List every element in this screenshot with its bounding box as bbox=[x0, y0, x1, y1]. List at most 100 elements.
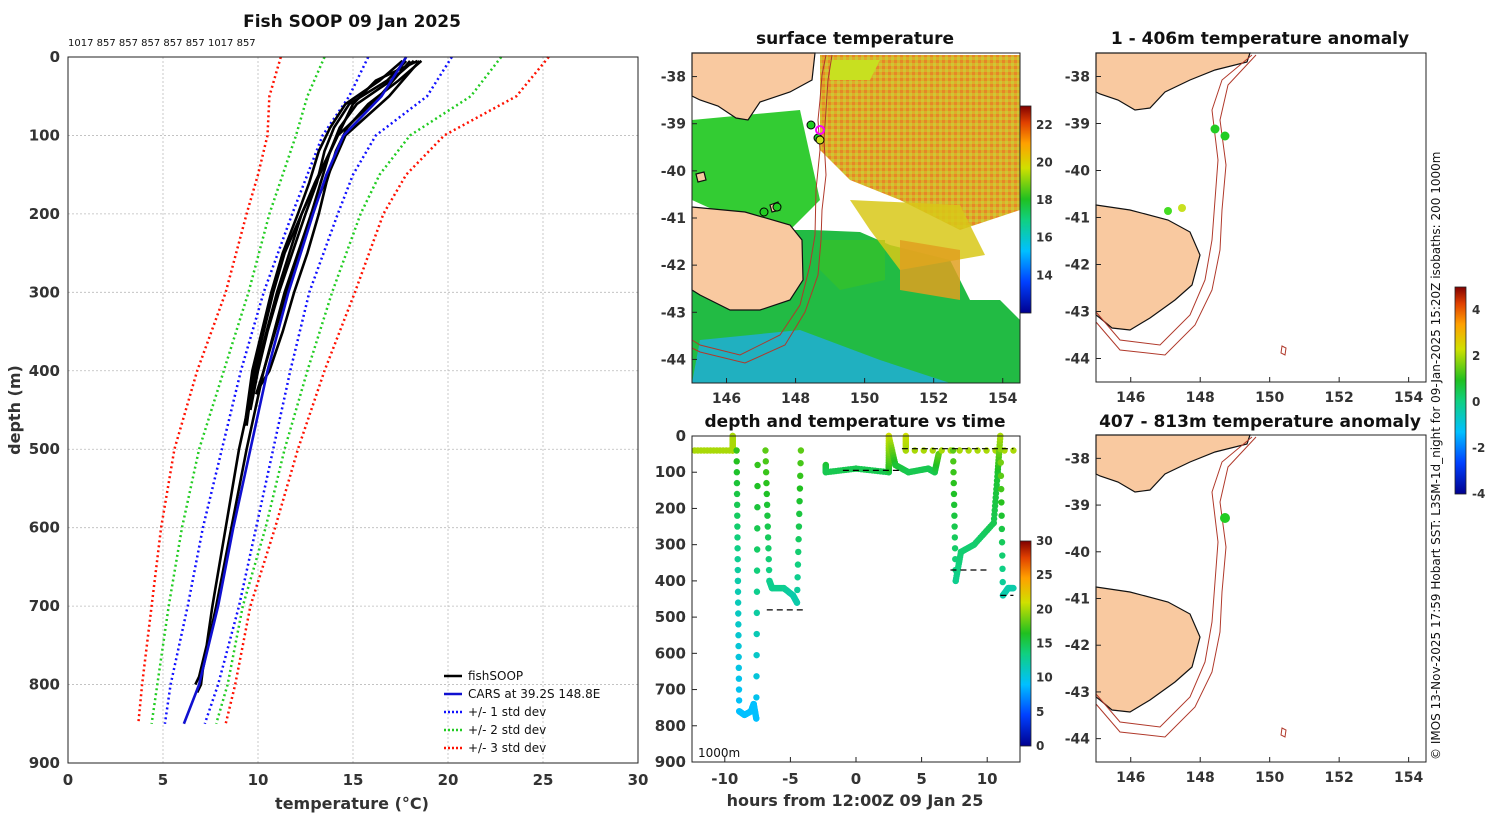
map-ytick: -39 bbox=[1065, 117, 1090, 133]
time-point bbox=[735, 697, 743, 704]
time-point bbox=[794, 561, 802, 568]
map-ytick: -44 bbox=[661, 352, 687, 368]
profile-frame bbox=[67, 56, 639, 764]
std-dev-1-upper-line bbox=[203, 56, 453, 725]
map-ytick: -42 bbox=[661, 258, 686, 274]
map-ytick: -41 bbox=[661, 211, 686, 227]
anomaly-deep-title: 407 - 813m temperature anomaly bbox=[1099, 412, 1421, 432]
time-point bbox=[753, 567, 761, 574]
anomaly-deep-station bbox=[1220, 513, 1230, 523]
profile-xtick: 10 bbox=[248, 771, 269, 789]
time-point bbox=[998, 499, 1005, 506]
profile-ytick: 500 bbox=[29, 440, 60, 458]
sst-field bbox=[692, 53, 1020, 383]
anomaly-shallow-land bbox=[1095, 52, 1251, 331]
credit-text: © IMOS 13-Nov-2025 17:59 Hobart SST: L3S… bbox=[1429, 152, 1443, 760]
time-point bbox=[753, 715, 760, 722]
cars-mean-line bbox=[182, 56, 408, 725]
anomaly-deep-isobaths bbox=[1095, 436, 1287, 738]
profile-counts: 1017 857 857 857 857 857 1017 857 bbox=[68, 38, 256, 49]
std-dev-3-upper-line bbox=[224, 56, 550, 725]
time-ytick: 0 bbox=[676, 427, 686, 445]
time-point bbox=[795, 536, 802, 543]
time-point bbox=[997, 446, 1004, 453]
time-point bbox=[733, 447, 740, 454]
time-point bbox=[795, 548, 802, 556]
time-point bbox=[956, 447, 963, 454]
map-xtick: 154 bbox=[1394, 390, 1423, 406]
sst-ticks: -38 -39 -40 -41 -42 -43 -44 146 148 150 152 154 bbox=[661, 70, 1018, 407]
fishsoop-cast-line bbox=[194, 60, 411, 686]
profile-ytick: 300 bbox=[29, 283, 60, 301]
time-point bbox=[797, 459, 804, 467]
colorbar-tick: -2 bbox=[1472, 441, 1485, 455]
time-point bbox=[734, 599, 742, 606]
anomaly-deep-ticks: -38 -39 -40 -41 -42 -43 -44 146 148 150 152 154 bbox=[1065, 451, 1424, 786]
time-ytick: 400 bbox=[655, 572, 686, 590]
time-ytick: 700 bbox=[655, 681, 686, 699]
profile-xtick: 0 bbox=[63, 771, 73, 789]
legend-label: +/- 2 std dev bbox=[468, 723, 546, 737]
time-point bbox=[997, 459, 1004, 466]
colorbar-tick: 2 bbox=[1472, 349, 1480, 363]
map-ytick: -43 bbox=[661, 305, 686, 321]
colorbar-tick: 25 bbox=[1036, 568, 1053, 582]
map-xtick: 152 bbox=[1325, 770, 1354, 786]
time-point bbox=[796, 510, 803, 518]
time-point bbox=[950, 490, 958, 498]
map-xtick: 152 bbox=[919, 391, 948, 407]
time-point bbox=[950, 501, 958, 509]
colorbar-tick: 5 bbox=[1036, 705, 1044, 719]
time-point bbox=[753, 546, 761, 553]
time-point bbox=[735, 632, 742, 639]
time-point bbox=[733, 469, 741, 476]
fishsoop-cast-line bbox=[258, 59, 423, 388]
time-point bbox=[793, 599, 801, 606]
profile-title: Fish SOOP 09 Jan 2025 bbox=[243, 12, 461, 32]
time-point bbox=[734, 555, 741, 563]
anomaly-colorbar-ticks: 4 2 0 -2 -4 bbox=[1472, 303, 1485, 501]
time-point bbox=[733, 479, 741, 487]
time-point bbox=[753, 673, 760, 680]
profile-ytick: 800 bbox=[29, 676, 60, 694]
time-point bbox=[735, 653, 742, 661]
colorbar-tick: 14 bbox=[1036, 268, 1053, 282]
time-point bbox=[765, 545, 772, 552]
sst-isobaths bbox=[691, 54, 833, 364]
time-point bbox=[795, 523, 803, 530]
time-point bbox=[754, 525, 761, 532]
time-point bbox=[754, 504, 761, 511]
time-point bbox=[753, 651, 760, 659]
time-point bbox=[762, 458, 769, 465]
time-point bbox=[734, 545, 741, 552]
sst-colorbar-ticks: 14 16 18 20 22 bbox=[1036, 118, 1053, 283]
time-point bbox=[764, 534, 772, 541]
profile-lines bbox=[137, 56, 550, 725]
legend-label: +/- 1 std dev bbox=[468, 705, 546, 719]
colorbar-tick: 15 bbox=[1036, 637, 1053, 651]
time-xtick: -5 bbox=[782, 770, 799, 788]
colorbar-tick: -4 bbox=[1472, 487, 1485, 501]
profile-xtick: 20 bbox=[438, 771, 459, 789]
anomaly-shallow-panel: 1 - 406m temperature anomaly -38 -39 -40 -4… bbox=[1065, 29, 1427, 406]
map-xtick: 150 bbox=[1255, 770, 1284, 786]
time-point bbox=[951, 545, 959, 552]
time-point bbox=[797, 447, 805, 454]
profile-ytick: 900 bbox=[29, 754, 60, 772]
map-ytick: -39 bbox=[1065, 498, 1090, 514]
time-xlabel: hours from 12:00Z 09 Jan 25 bbox=[727, 791, 984, 810]
anomaly-shallow-title: 1 - 406m temperature anomaly bbox=[1111, 29, 1409, 49]
map-xtick: 146 bbox=[1116, 390, 1145, 406]
time-ytick: 900 bbox=[655, 753, 686, 771]
time-point bbox=[998, 525, 1006, 533]
map-ytick: -44 bbox=[1065, 352, 1091, 368]
colorbar-tick: 20 bbox=[1036, 155, 1053, 169]
time-bottom-marks bbox=[766, 448, 1014, 611]
time-point bbox=[950, 458, 957, 465]
time-colorbar bbox=[1019, 540, 1032, 747]
time-point bbox=[754, 482, 761, 490]
time-xtick: 10 bbox=[977, 770, 998, 788]
map-ytick: -41 bbox=[1065, 211, 1090, 227]
time-point bbox=[734, 534, 741, 541]
